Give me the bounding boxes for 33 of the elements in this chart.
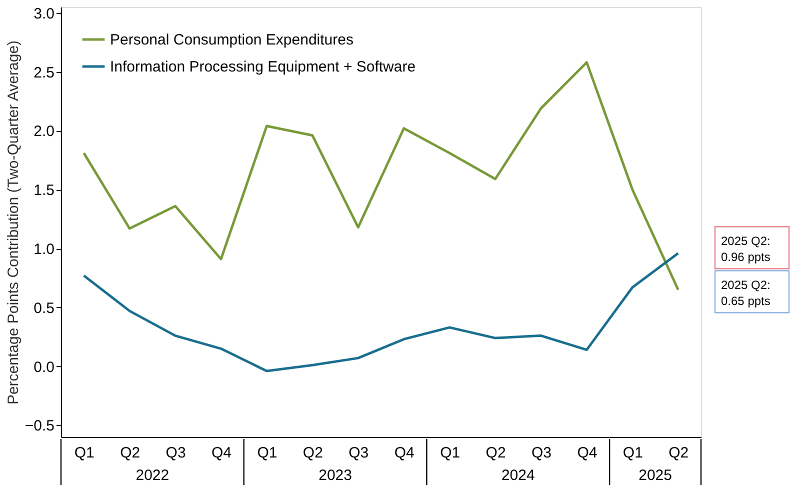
x-tick-label: Q3 (531, 444, 552, 462)
y-tick-label: −0.5 (24, 418, 54, 435)
y-tick-label: 2.5 (34, 64, 54, 82)
legend-label: Personal Consumption Expenditures (110, 32, 354, 48)
x-tick-label: Q2 (486, 444, 506, 462)
y-tick-label: 1.0 (34, 241, 54, 258)
x-tick-label: Q3 (348, 444, 369, 462)
x-tick-label: Q1 (74, 444, 94, 462)
x-tick-label: Q4 (394, 444, 414, 462)
x-tick-label: Q1 (622, 444, 643, 462)
line-series (82, 252, 680, 372)
text: 2025 Q2: 0.65 ppts (721, 278, 770, 308)
x-tick-label: Q2 (668, 444, 689, 462)
text: 2022 (136, 467, 170, 484)
y-tick-label: 0.5 (34, 300, 54, 317)
y-tick-label: 2.0 (34, 123, 54, 140)
text: 2025 (638, 467, 672, 484)
x-tick-label: Q1 (257, 444, 278, 462)
x-tick-label: Q4 (211, 444, 232, 462)
x-tick-label: Q2 (120, 444, 140, 462)
y-tick-label: 0.0 (34, 358, 54, 376)
text: 2024 (501, 467, 535, 484)
text: 2025 Q2: 0.96 ppts (721, 234, 770, 264)
text: 2023 (318, 467, 352, 484)
x-tick-label: Q3 (166, 444, 186, 462)
y-axis-title: Percentage Points Contribution (Two-Quarter Average) (4, 40, 22, 405)
x-tick-label: Q1 (440, 444, 460, 462)
y-tick-label: 3.0 (34, 5, 54, 22)
legend-label: Information Processing Equipment + Software (110, 58, 416, 76)
y-tick-label: 1.5 (34, 182, 54, 200)
x-tick-label: Q4 (577, 444, 598, 462)
line-series (82, 61, 680, 291)
x-tick-label: Q2 (302, 444, 323, 462)
